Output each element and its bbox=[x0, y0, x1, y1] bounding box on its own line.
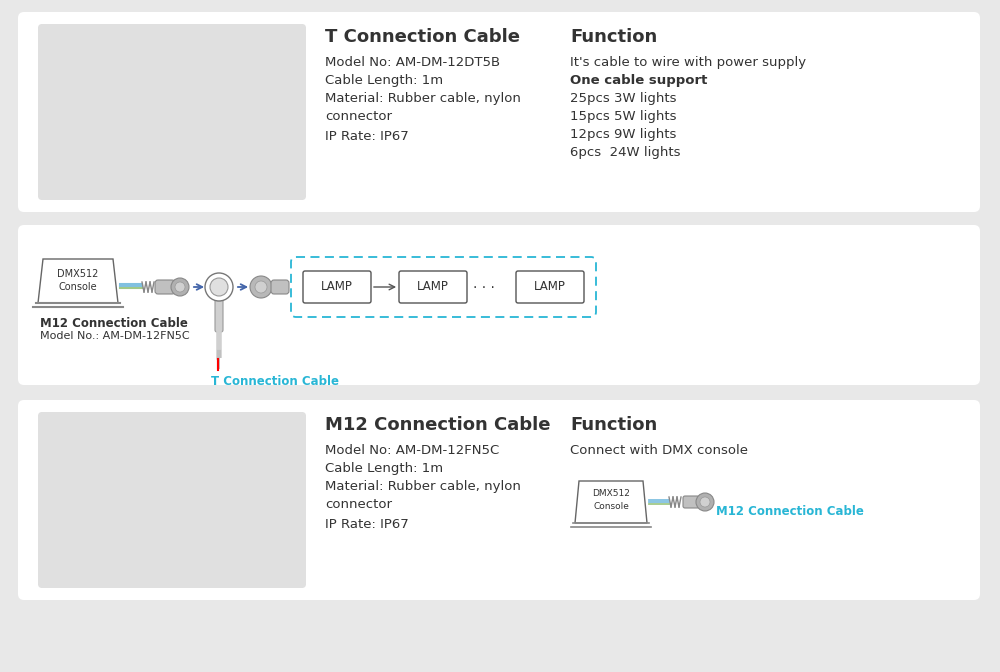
Text: Cable Length: 1m: Cable Length: 1m bbox=[325, 462, 443, 475]
Text: Connect with DMX console: Connect with DMX console bbox=[570, 444, 748, 457]
Circle shape bbox=[696, 493, 714, 511]
Text: LAMP: LAMP bbox=[417, 280, 449, 294]
Text: LAMP: LAMP bbox=[321, 280, 353, 294]
Text: Function: Function bbox=[570, 416, 657, 434]
FancyBboxPatch shape bbox=[683, 496, 699, 508]
FancyBboxPatch shape bbox=[303, 271, 371, 303]
Text: 25pcs 3W lights: 25pcs 3W lights bbox=[570, 92, 676, 105]
FancyBboxPatch shape bbox=[18, 12, 980, 212]
FancyBboxPatch shape bbox=[38, 412, 306, 588]
Text: IP Rate: IP67: IP Rate: IP67 bbox=[325, 130, 409, 143]
Circle shape bbox=[255, 281, 267, 293]
FancyBboxPatch shape bbox=[215, 297, 223, 332]
FancyBboxPatch shape bbox=[18, 400, 980, 600]
Text: M12 Connection Cable: M12 Connection Cable bbox=[716, 505, 864, 518]
Text: · · ·: · · · bbox=[473, 281, 495, 295]
Text: M12 Connection Cable: M12 Connection Cable bbox=[40, 317, 188, 330]
Text: 15pcs 5W lights: 15pcs 5W lights bbox=[570, 110, 676, 123]
FancyBboxPatch shape bbox=[271, 280, 289, 294]
Text: Model No: AM-DM-12DT5B: Model No: AM-DM-12DT5B bbox=[325, 56, 500, 69]
Text: Console: Console bbox=[59, 282, 97, 292]
Circle shape bbox=[250, 276, 272, 298]
Text: M12 Connection Cable: M12 Connection Cable bbox=[325, 416, 550, 434]
Text: Material: Rubber cable, nylon: Material: Rubber cable, nylon bbox=[325, 92, 521, 105]
Circle shape bbox=[175, 282, 185, 292]
FancyBboxPatch shape bbox=[155, 280, 175, 294]
Text: Cable Length: 1m: Cable Length: 1m bbox=[325, 74, 443, 87]
Text: DMX512: DMX512 bbox=[592, 489, 630, 498]
Polygon shape bbox=[575, 481, 647, 523]
Text: 6pcs  24W lights: 6pcs 24W lights bbox=[570, 146, 680, 159]
Text: LAMP: LAMP bbox=[534, 280, 566, 294]
Text: DMX512: DMX512 bbox=[57, 269, 99, 279]
Text: T Connection Cable: T Connection Cable bbox=[211, 375, 339, 388]
Circle shape bbox=[210, 278, 228, 296]
Text: Model No: AM-DM-12FN5C: Model No: AM-DM-12FN5C bbox=[325, 444, 499, 457]
Text: Function: Function bbox=[570, 28, 657, 46]
Text: connector: connector bbox=[325, 110, 392, 123]
Text: 12pcs 9W lights: 12pcs 9W lights bbox=[570, 128, 676, 141]
Circle shape bbox=[171, 278, 189, 296]
Text: IP Rate: IP67: IP Rate: IP67 bbox=[325, 518, 409, 531]
Circle shape bbox=[700, 497, 710, 507]
FancyBboxPatch shape bbox=[38, 24, 306, 200]
Text: Console: Console bbox=[593, 502, 629, 511]
Circle shape bbox=[205, 273, 233, 301]
Text: connector: connector bbox=[325, 498, 392, 511]
Text: Model No.: AM-DM-12FN5C: Model No.: AM-DM-12FN5C bbox=[40, 331, 190, 341]
Text: One cable support: One cable support bbox=[570, 74, 707, 87]
Text: It's cable to wire with power supply: It's cable to wire with power supply bbox=[570, 56, 806, 69]
Text: Material: Rubber cable, nylon: Material: Rubber cable, nylon bbox=[325, 480, 521, 493]
FancyBboxPatch shape bbox=[516, 271, 584, 303]
Text: T Connection Cable: T Connection Cable bbox=[325, 28, 520, 46]
FancyBboxPatch shape bbox=[18, 225, 980, 385]
Polygon shape bbox=[38, 259, 118, 303]
FancyBboxPatch shape bbox=[399, 271, 467, 303]
